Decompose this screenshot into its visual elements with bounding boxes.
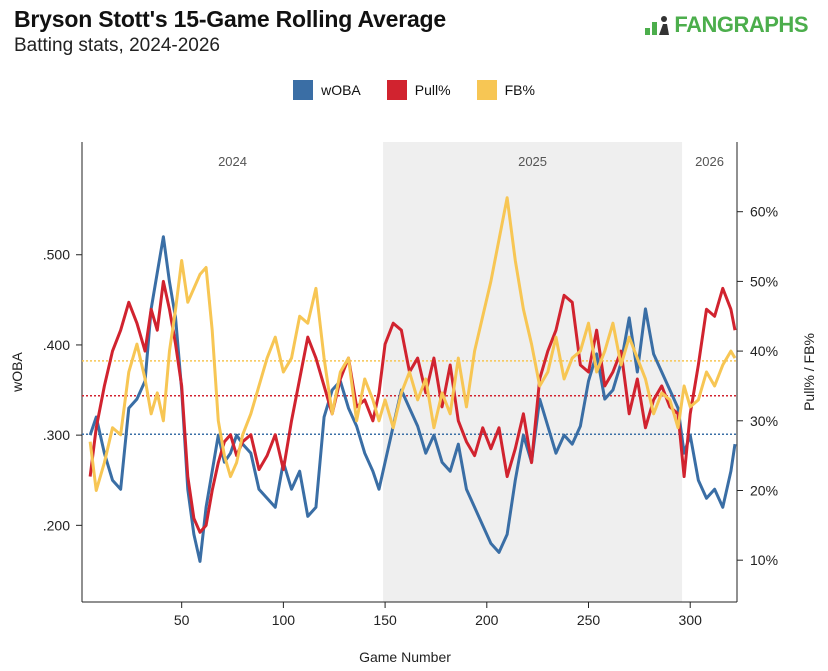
right-tick-label-1: 20% bbox=[750, 482, 778, 498]
legend-item-pull[interactable]: Pull% bbox=[386, 80, 451, 100]
fangraphs-logo-icon bbox=[645, 16, 670, 35]
left-tick-label-2: .400 bbox=[43, 337, 70, 353]
left-tick-label-1: .300 bbox=[43, 427, 70, 443]
legend-item-fb[interactable]: FB% bbox=[476, 80, 535, 100]
x-tick-label-300: 300 bbox=[679, 612, 703, 628]
right-tick-label-2: 30% bbox=[750, 413, 778, 429]
season-band-2025 bbox=[383, 142, 683, 602]
chart-title: Bryson Stott's 15-Game Rolling Average bbox=[14, 6, 446, 32]
legend-label-fb: FB% bbox=[504, 82, 535, 98]
season-label-2025: 2025 bbox=[518, 154, 547, 169]
right-tick-label-4: 50% bbox=[750, 273, 778, 289]
right-axis-title: Pull% / FB% bbox=[801, 333, 817, 411]
left-axis-title: wOBA bbox=[9, 352, 25, 393]
left-tick-label-3: .500 bbox=[43, 247, 70, 263]
x-tick-label-250: 250 bbox=[577, 612, 601, 628]
right-tick-label-5: 60% bbox=[750, 204, 778, 220]
series-line-pull bbox=[88, 279, 737, 534]
chart-subtitle: Batting stats, 2024-2026 bbox=[14, 35, 220, 56]
right-tick-label-3: 40% bbox=[750, 343, 778, 359]
legend-label-woba: wOBA bbox=[321, 82, 361, 98]
x-tick-label-100: 100 bbox=[272, 612, 296, 628]
chart-legend: wOBA Pull% FB% bbox=[0, 80, 828, 100]
legend-swatch-fb bbox=[476, 80, 497, 100]
legend-item-woba[interactable]: wOBA bbox=[293, 80, 361, 100]
x-tick-label-200: 200 bbox=[475, 612, 499, 628]
right-tick-label-0: 10% bbox=[750, 552, 778, 568]
x-tick-label-50: 50 bbox=[174, 612, 190, 628]
left-tick-label-0: .200 bbox=[43, 517, 70, 533]
legend-swatch-pull bbox=[386, 80, 407, 100]
season-label-2024: 2024 bbox=[218, 154, 247, 169]
legend-swatch-woba bbox=[293, 80, 314, 100]
fangraphs-logo[interactable]: FANGRAPHS bbox=[644, 12, 808, 38]
x-axis-title: Game Number bbox=[359, 649, 451, 665]
x-tick-label-150: 150 bbox=[373, 612, 397, 628]
season-label-2026: 2026 bbox=[695, 154, 724, 169]
fangraphs-logo-text: FANGRAPHS bbox=[674, 12, 808, 37]
legend-label-pull: Pull% bbox=[414, 82, 451, 98]
series-line-fb bbox=[88, 196, 737, 492]
